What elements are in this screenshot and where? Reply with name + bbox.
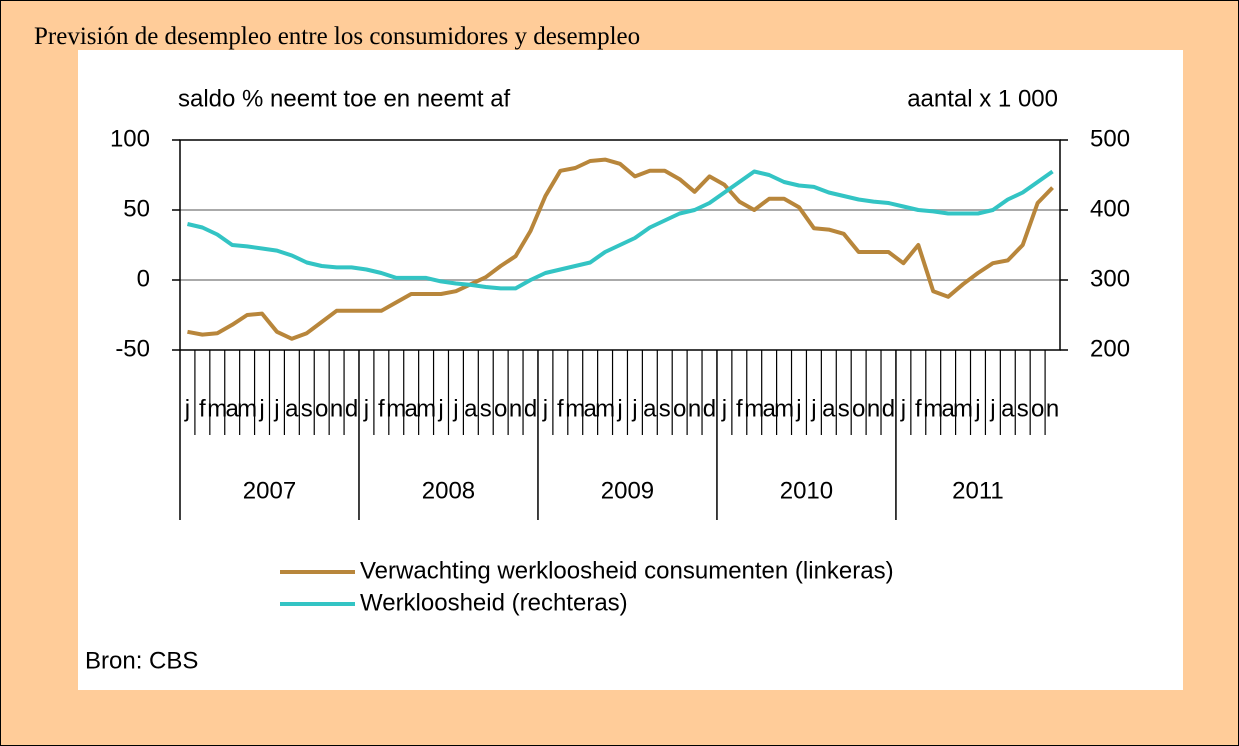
x-tick-label: a — [405, 395, 419, 422]
x-tick-label: j — [437, 395, 443, 422]
x-tick-label: m — [953, 395, 973, 422]
x-tick-label: m — [595, 395, 615, 422]
legend-label: Werkloosheid (rechteras) — [360, 589, 628, 616]
legend-label: Verwachting werkloosheid consumenten (li… — [360, 557, 894, 584]
year-label: 2009 — [601, 477, 654, 504]
x-tick-label: j — [542, 395, 548, 422]
x-tick-label: j — [810, 395, 816, 422]
x-tick-label: f — [557, 395, 564, 422]
x-tick-label: f — [915, 395, 922, 422]
series-line — [187, 169, 1054, 291]
x-tick-label: j — [631, 395, 637, 422]
x-tick-label: j — [989, 395, 995, 422]
x-tick-label: n — [688, 395, 701, 422]
x-tick-label: a — [285, 395, 299, 422]
x-tick-label: o — [494, 395, 507, 422]
plot-frame — [179, 139, 1061, 351]
x-tick-label: s — [659, 395, 671, 422]
year-label: 2007 — [243, 477, 296, 504]
x-tick-label: n — [330, 395, 343, 422]
x-tick-label: m — [923, 395, 943, 422]
x-tick-label: a — [643, 395, 657, 422]
x-tick-label: m — [386, 395, 406, 422]
y-tick-label: 0 — [137, 265, 150, 292]
x-tick-label: a — [583, 395, 597, 422]
x-tick-label: o — [852, 395, 865, 422]
y2-tick-label: 200 — [1090, 335, 1130, 362]
source: Bron: CBS — [85, 647, 198, 674]
year-label: 2010 — [780, 477, 833, 504]
x-tick-label: j — [363, 395, 369, 422]
x-tick-label: s — [838, 395, 850, 422]
x-tick-label: j — [258, 395, 264, 422]
x-tick-label: m — [416, 395, 436, 422]
y2-tick-label: 300 — [1090, 265, 1130, 292]
x-tick-label: a — [464, 395, 478, 422]
x-tick-label: j — [974, 395, 980, 422]
x-tick-label: f — [199, 395, 206, 422]
x-tick-label: n — [509, 395, 522, 422]
x-tick-label: o — [315, 395, 328, 422]
x-tick-label: s — [301, 395, 313, 422]
chart-title: Previsión de desempleo entre los consumi… — [34, 23, 641, 50]
x-tick-label: j — [795, 395, 801, 422]
y2-axis-label: aantal x 1 000 — [907, 85, 1058, 112]
x-tick-label: m — [237, 395, 257, 422]
x-tick-label: n — [867, 395, 880, 422]
y-tick-label: -50 — [115, 335, 150, 362]
x-tick-label: m — [565, 395, 585, 422]
x-tick-label: d — [703, 395, 716, 422]
x-tick-label: a — [226, 395, 240, 422]
year-label: 2011 — [952, 477, 1004, 504]
x-tick-label: j — [184, 395, 190, 422]
series-line — [187, 157, 1054, 341]
x-tick-label: a — [941, 395, 955, 422]
x-tick-label: a — [762, 395, 776, 422]
x-tick-label: s — [480, 395, 492, 422]
x-tick-label: a — [1001, 395, 1015, 422]
x-tick-label: a — [822, 395, 836, 422]
x-tick-label: f — [378, 395, 385, 422]
x-tick-label: j — [273, 395, 279, 422]
x-tick-label: s — [1017, 395, 1029, 422]
y-tick-label: 50 — [123, 195, 150, 222]
x-tick-label: o — [673, 395, 686, 422]
x-tick-label: j — [452, 395, 458, 422]
x-tick-label: n — [1046, 395, 1059, 422]
x-tick-label: d — [345, 395, 358, 422]
x-tick-label: j — [616, 395, 622, 422]
y2-tick-label: 400 — [1090, 195, 1130, 222]
y-tick-label: 100 — [110, 125, 150, 152]
y-axis-label: saldo % neemt toe en neemt af — [178, 85, 511, 112]
y2-tick-label: 500 — [1090, 125, 1130, 152]
chart-panel — [78, 50, 1183, 690]
x-tick-label: f — [736, 395, 743, 422]
x-tick-label: j — [721, 395, 727, 422]
x-tick-label: j — [900, 395, 906, 422]
x-tick-label: d — [524, 395, 537, 422]
year-label: 2008 — [422, 477, 475, 504]
x-tick-label: m — [774, 395, 794, 422]
x-tick-label: m — [744, 395, 764, 422]
x-tick-label: m — [207, 395, 227, 422]
x-tick-label: d — [882, 395, 895, 422]
x-tick-label: o — [1031, 395, 1044, 422]
